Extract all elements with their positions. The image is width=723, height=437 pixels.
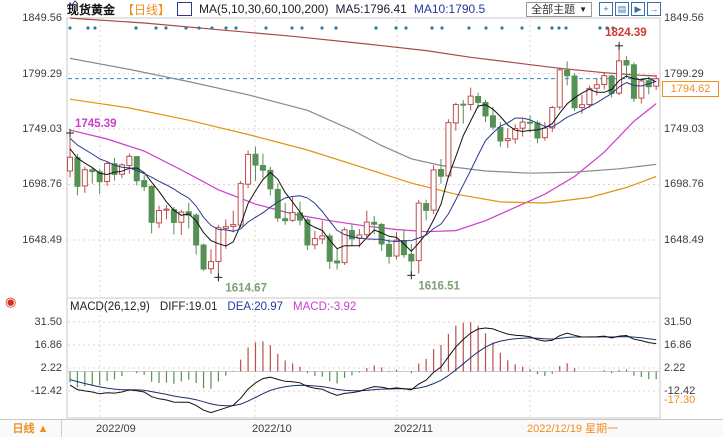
macd-tick-label: 16.86 [664,339,692,351]
macd-header: MACD(26,12,9) DIFF:19.01 DEA:20.97 MACD:… [70,301,356,313]
price-tick-label: 1698.76 [22,178,62,190]
price-tick-label: 1799.29 [664,68,704,80]
triangle-up-icon: ▲ [37,423,49,435]
ma-params-label: MA(5,10,30,60,100,200) [199,2,329,16]
current-price-badge: 1794.62 [662,81,719,97]
price-tick-label: 1849.56 [22,12,62,24]
x-axis-label: 2022/09 [96,423,136,435]
period-tag: 【日线】 [122,2,171,17]
toolbar-icons: + ▤ ▶ → [599,2,661,16]
x-axis-label: 2022/11 [394,423,433,435]
exit-icon[interactable]: → [647,2,661,16]
macd-tick-label: 31.50 [34,316,62,328]
macd-value-label: MACD:-3.92 [293,301,357,313]
price-tick-label: 1749.03 [664,123,704,135]
price-tick-label: 1849.56 [664,12,704,24]
ma10-value-label: MA10:1790.5 [413,2,486,16]
period-selector[interactable]: 日线 ▲ [0,420,62,437]
chevron-down-icon: ▼ [579,4,587,14]
theme-dropdown[interactable]: 全部主题 ▼ [526,1,592,17]
macd-diff-label: DIFF:19.01 [159,301,218,313]
bottom-bar: 日线 ▲ 2022/09 2022/10 2022/11 2022/12/19 星期一 [0,419,723,437]
chart-header: 现货黄金 【日线】 MA(5,10,30,60,100,200) MA5:179… [67,0,723,18]
indicator-target-icon[interactable]: ◉ [5,294,17,309]
price-tick-label: 1648.49 [22,234,62,246]
period-selector-label: 日线 [12,423,35,435]
price-tick-label: 1698.76 [664,178,704,190]
ma5-value-label: MA5:1796.41 [335,2,407,16]
macd-dea-label: DEA:20.97 [227,301,284,313]
macd-tick-label: 2.22 [664,362,686,374]
svg-text:1824.39: 1824.39 [605,27,647,39]
macd-tick-label: -12.42 [664,385,696,397]
x-axis-label: 2022/12/19 星期一 [527,423,619,435]
crosshair-icon[interactable]: + [599,2,613,16]
svg-text:1745.39: 1745.39 [75,118,117,130]
macd-current-label: -17.30 [664,394,696,406]
macd-tick-label: 2.22 [40,362,62,374]
price-tick-label: 1799.29 [22,68,62,80]
price-tick-label: 1749.03 [22,123,62,135]
macd-tick-label: -12.42 [30,385,62,397]
line-chart-icon [67,0,193,16]
instrument-title: 现货黄金 [67,2,116,17]
x-axis-label: 2022/10 [252,423,292,435]
price-tick-label: 1648.49 [664,234,704,246]
axis-scale-icon[interactable]: ▤ [615,2,629,16]
macd-params-label: MACD(26,12,9) [70,301,150,313]
theme-dropdown-label: 全部主题 [531,4,576,16]
macd-tick-label: 16.86 [34,339,62,351]
svg-text:1614.67: 1614.67 [225,282,267,294]
svg-text:1616.51: 1616.51 [418,280,460,292]
macd-tick-label: 31.50 [664,316,692,328]
play-icon[interactable]: ▶ [631,2,645,16]
